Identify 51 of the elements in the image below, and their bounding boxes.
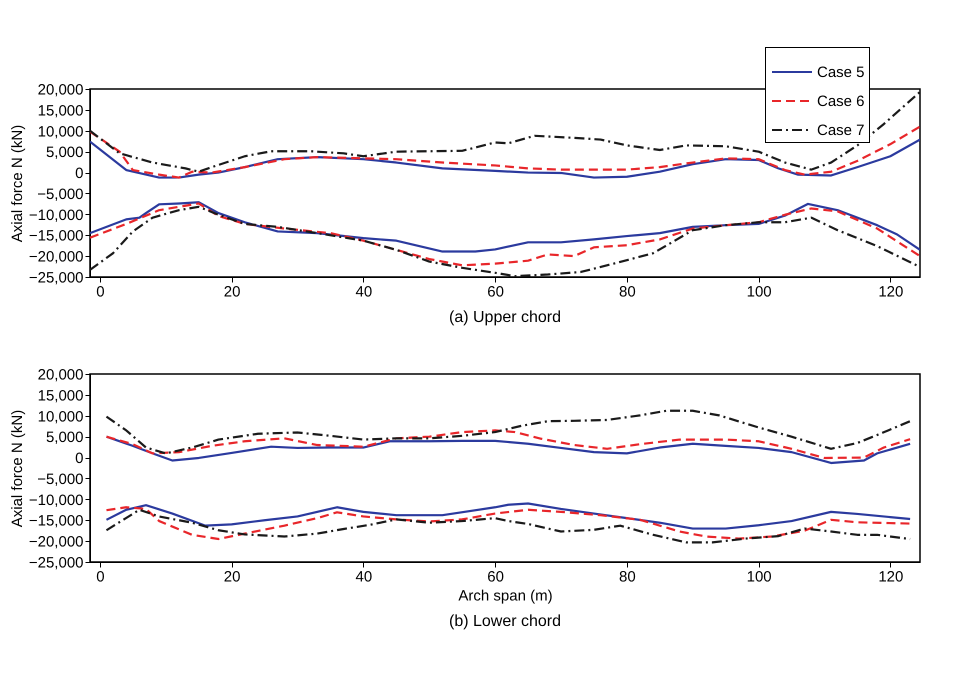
y-tick-label: −25,000 (28, 270, 84, 286)
y-tick-label: 20,000 (38, 366, 84, 384)
x-tick-label: 40 (356, 568, 372, 586)
x-tick-label: 60 (487, 284, 504, 300)
y-tick-label: 15,000 (38, 387, 84, 404)
x-tick-label: 80 (619, 568, 636, 586)
line-series (105, 429, 912, 460)
legend-label: Case 6 (817, 93, 865, 110)
y-tick-label: 0 (75, 450, 84, 468)
y-tick-label: 5,000 (46, 144, 84, 162)
x-tick-label: 60 (487, 568, 504, 586)
line-series (105, 436, 912, 464)
text: (a) Upper chord (448, 309, 562, 326)
line-series (90, 90, 920, 173)
y-tick-label: −20,000 (28, 248, 84, 266)
line-series (90, 202, 920, 266)
text: (b) Lower chord (448, 613, 562, 630)
y-axis-title: Axial force N (kN) (8, 410, 26, 528)
x-tick-label: 120 (878, 568, 904, 586)
y-tick-label: −10,000 (28, 492, 84, 509)
y-tick-label: −25,000 (28, 554, 84, 572)
line-series (105, 410, 912, 454)
y-tick-label: −5,000 (37, 186, 84, 203)
y-tick-label: 10,000 (38, 123, 84, 140)
x-tick-label: 20 (224, 284, 240, 300)
x-tick-label: 100 (746, 284, 772, 300)
legend-label: Case 5 (817, 64, 865, 81)
y-tick-label: 20,000 (38, 82, 84, 98)
x-tick-label: 80 (619, 284, 636, 300)
x-tick-label: 40 (356, 284, 372, 300)
line-series (90, 201, 920, 253)
x-tick-label: 100 (746, 568, 772, 586)
y-tick-label: 10,000 (38, 408, 84, 426)
x-tick-label: 20 (224, 568, 240, 586)
x-tick-label: 0 (96, 284, 105, 300)
y-tick-label: 5,000 (46, 429, 84, 446)
y-tick-label: −5,000 (37, 470, 84, 488)
y-tick-label: −10,000 (28, 206, 84, 224)
y-tick-label: −20,000 (28, 534, 84, 551)
x-tick-label: 0 (96, 568, 105, 586)
line-series (90, 138, 920, 179)
line-series (105, 502, 912, 530)
y-axis-title: Axial force N (kN) (8, 124, 26, 242)
line-series (90, 126, 920, 179)
y-tick-label: 15,000 (38, 102, 84, 120)
legend-label: Case 7 (817, 122, 865, 139)
x-tick-label: 120 (878, 284, 904, 300)
x-axis-title: Arch span (m) (458, 588, 553, 604)
y-tick-label: −15,000 (28, 512, 84, 530)
y-tick-label: −15,000 (28, 228, 84, 245)
y-tick-label: 0 (75, 165, 84, 182)
